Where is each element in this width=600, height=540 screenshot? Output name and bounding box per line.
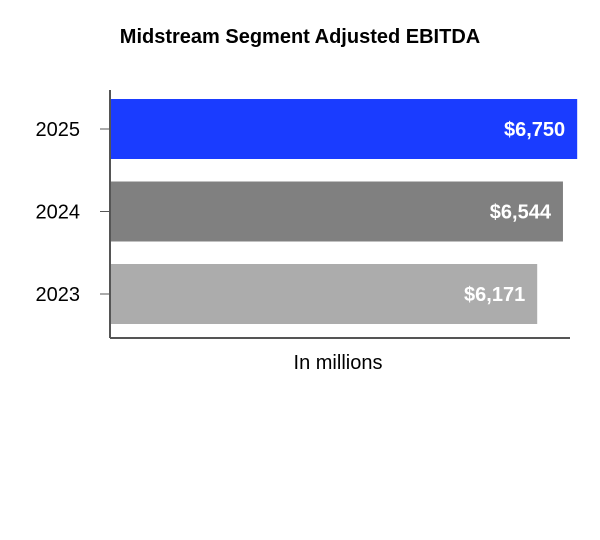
data-label-2024: $6,544	[490, 202, 552, 224]
data-label-2023: $6,171	[464, 284, 525, 306]
bar-2023	[111, 264, 538, 324]
bar-2025	[111, 99, 578, 159]
y-tick-label-2024: 2024	[36, 202, 81, 224]
x-axis-label: In millions	[294, 352, 383, 374]
chart-title: Midstream Segment Adjusted EBITDA	[119, 26, 481, 48]
y-tick-label-2025: 2025	[36, 119, 81, 141]
y-tick-label-2023: 2023	[36, 284, 81, 306]
data-label-2025: $6,750	[504, 119, 565, 141]
bar-2024	[111, 181, 563, 242]
